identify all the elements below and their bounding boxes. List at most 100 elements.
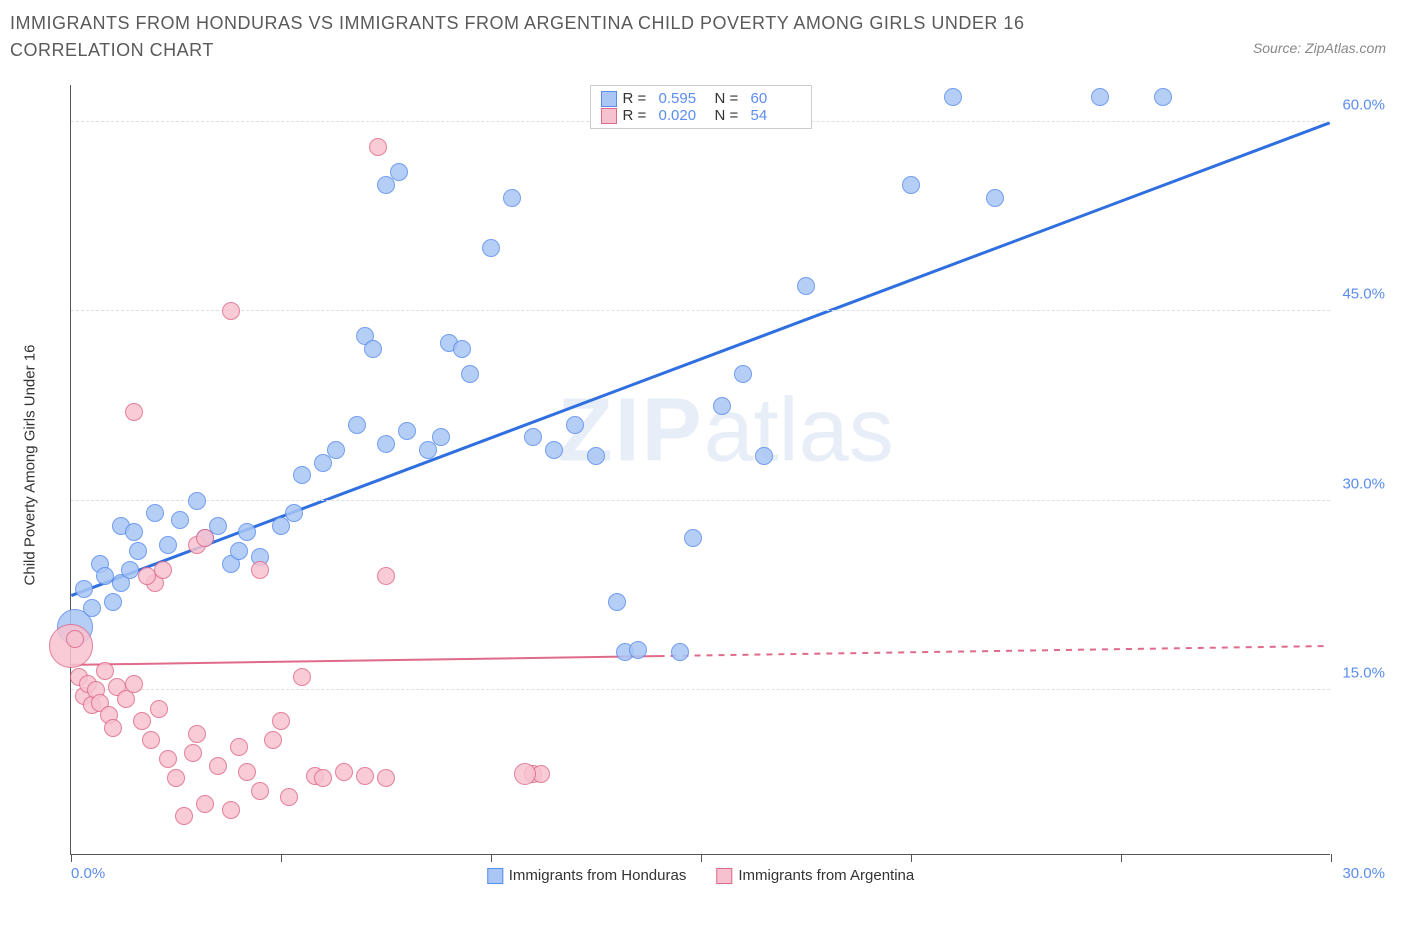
data-point-argentina <box>222 801 240 819</box>
data-point-honduras <box>432 428 450 446</box>
data-point-argentina <box>377 769 395 787</box>
gridline <box>71 500 1330 501</box>
data-point-honduras <box>608 593 626 611</box>
x-tick <box>491 854 492 862</box>
data-point-argentina <box>188 725 206 743</box>
data-point-honduras <box>986 189 1004 207</box>
data-point-honduras <box>398 422 416 440</box>
trend-lines <box>71 85 1330 854</box>
data-point-argentina <box>133 712 151 730</box>
data-point-argentina <box>238 763 256 781</box>
data-point-argentina <box>293 668 311 686</box>
legend-series: Immigrants from Honduras Immigrants from… <box>487 867 914 884</box>
data-point-honduras <box>327 441 345 459</box>
correlation-chart: IMMIGRANTS FROM HONDURAS VS IMMIGRANTS F… <box>10 10 1396 920</box>
watermark: ZIPatlas <box>558 380 894 483</box>
stat-r-label: R = <box>623 107 653 124</box>
stat-r-value: 0.595 <box>659 90 709 107</box>
legend-stat-row-argentina: R = 0.020 N = 54 <box>601 107 801 124</box>
data-point-argentina <box>209 757 227 775</box>
data-point-argentina <box>335 763 353 781</box>
data-point-honduras <box>293 466 311 484</box>
data-point-argentina <box>184 744 202 762</box>
data-point-honduras <box>96 567 114 585</box>
data-point-honduras <box>285 504 303 522</box>
data-point-argentina <box>154 561 172 579</box>
data-point-honduras <box>121 561 139 579</box>
stat-n-value: 54 <box>751 107 801 124</box>
y-axis-label: Child Poverty Among Girls Under 16 <box>22 345 39 586</box>
data-point-honduras <box>238 523 256 541</box>
legend-stat-row-honduras: R = 0.595 N = 60 <box>601 90 801 107</box>
gridline <box>71 310 1330 311</box>
data-point-argentina <box>125 403 143 421</box>
data-point-honduras <box>348 416 366 434</box>
data-point-honduras <box>188 492 206 510</box>
x-axis-max-label: 30.0% <box>1342 865 1385 882</box>
data-point-argentina <box>369 138 387 156</box>
data-point-argentina <box>138 567 156 585</box>
x-axis-min-label: 0.0% <box>71 865 105 882</box>
swatch-icon <box>601 91 617 107</box>
data-point-honduras <box>684 529 702 547</box>
data-point-argentina <box>280 788 298 806</box>
stat-n-value: 60 <box>751 90 801 107</box>
x-tick <box>1331 854 1332 862</box>
data-point-honduras <box>1154 88 1172 106</box>
data-point-argentina <box>272 712 290 730</box>
data-point-honduras <box>104 593 122 611</box>
x-tick <box>1121 854 1122 862</box>
gridline <box>71 689 1330 690</box>
legend-item: Immigrants from Argentina <box>716 867 914 884</box>
data-point-honduras <box>671 643 689 661</box>
data-point-honduras <box>587 447 605 465</box>
data-point-honduras <box>503 189 521 207</box>
data-point-honduras <box>171 511 189 529</box>
data-point-argentina <box>142 731 160 749</box>
data-point-honduras <box>545 441 563 459</box>
data-point-honduras <box>713 397 731 415</box>
data-point-honduras <box>797 277 815 295</box>
data-point-honduras <box>83 599 101 617</box>
data-point-honduras <box>629 641 647 659</box>
data-point-argentina <box>125 675 143 693</box>
data-point-argentina <box>377 567 395 585</box>
data-point-honduras <box>75 580 93 598</box>
y-tick-label: 15.0% <box>1342 664 1385 681</box>
data-point-argentina <box>251 782 269 800</box>
data-point-honduras <box>944 88 962 106</box>
data-point-honduras <box>524 428 542 446</box>
stat-r-label: R = <box>623 90 653 107</box>
data-point-honduras <box>902 176 920 194</box>
plot-area: ZIPatlas R = 0.595 N = 60 R = 0.020 N = … <box>70 85 1330 855</box>
data-point-honduras <box>482 239 500 257</box>
data-point-argentina <box>104 719 122 737</box>
data-point-honduras <box>146 504 164 522</box>
data-point-argentina <box>159 750 177 768</box>
data-point-argentina <box>356 767 374 785</box>
x-tick <box>701 854 702 862</box>
swatch-icon <box>716 868 732 884</box>
data-point-argentina <box>167 769 185 787</box>
x-tick <box>71 854 72 862</box>
data-point-honduras <box>159 536 177 554</box>
data-point-honduras <box>734 365 752 383</box>
data-point-argentina <box>230 738 248 756</box>
data-point-argentina <box>264 731 282 749</box>
data-point-argentina <box>66 630 84 648</box>
stat-n-label: N = <box>715 90 745 107</box>
stat-r-value: 0.020 <box>659 107 709 124</box>
swatch-icon <box>487 868 503 884</box>
data-point-argentina <box>222 302 240 320</box>
data-point-argentina <box>96 662 114 680</box>
y-tick-label: 60.0% <box>1342 96 1385 113</box>
y-tick-label: 30.0% <box>1342 475 1385 492</box>
data-point-honduras <box>755 447 773 465</box>
data-point-honduras <box>125 523 143 541</box>
data-point-argentina <box>514 763 536 785</box>
data-point-honduras <box>461 365 479 383</box>
data-point-argentina <box>150 700 168 718</box>
data-point-honduras <box>390 163 408 181</box>
stat-n-label: N = <box>715 107 745 124</box>
watermark-atlas: atlas <box>704 381 894 481</box>
